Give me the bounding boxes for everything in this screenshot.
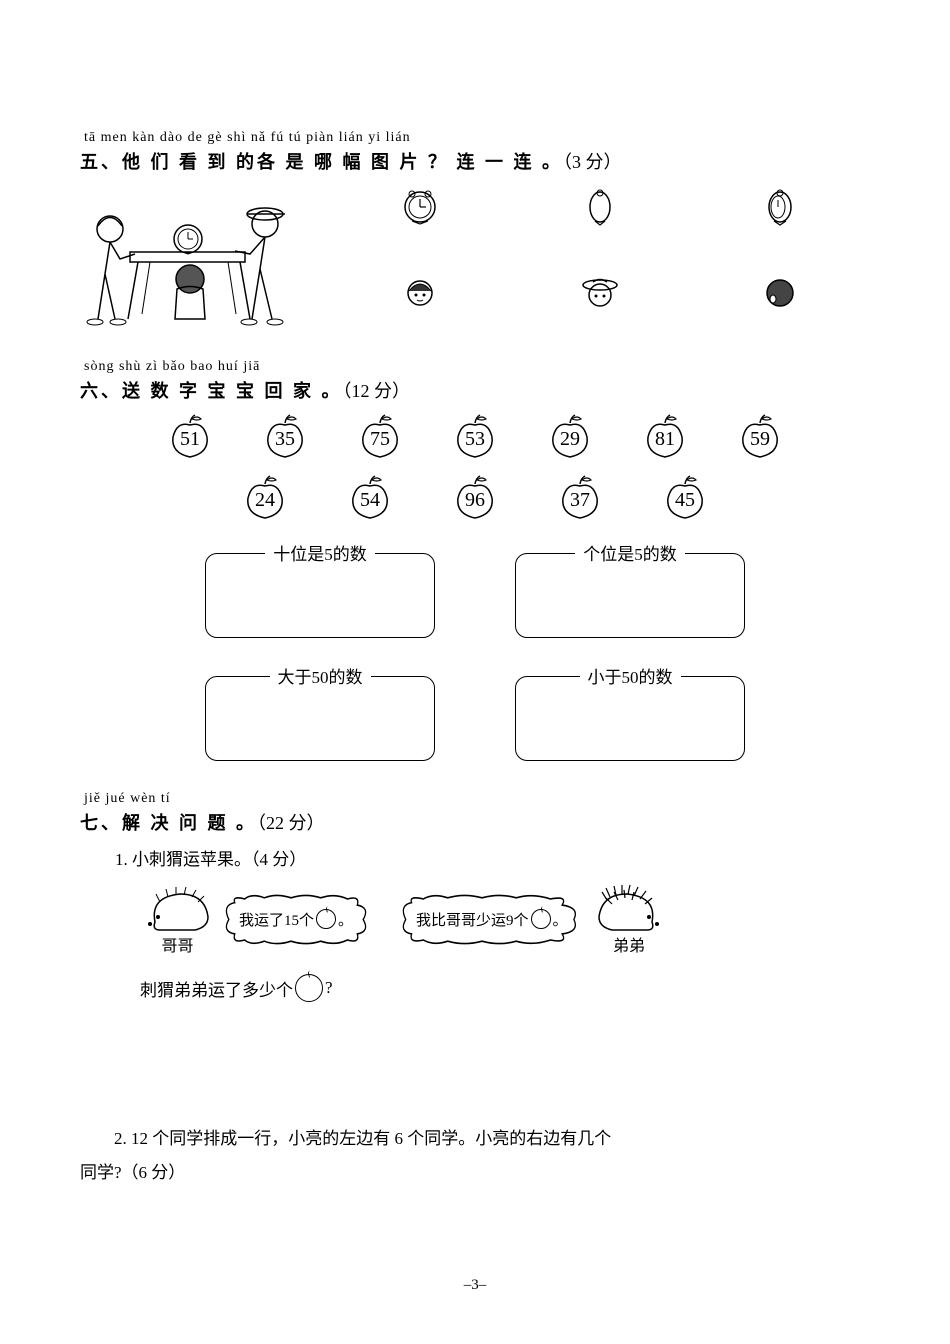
answer-box[interactable] [205, 676, 435, 761]
question-1: 1. 小刺猬运苹果。（4 分） 哥哥 [115, 845, 870, 1002]
answer-box[interactable] [515, 553, 745, 638]
section-6-title: 六、送 数 字 宝 宝 回 家 。（12 分） [80, 377, 870, 403]
section-5-clocks-row [330, 189, 870, 229]
apple-icon [295, 974, 323, 1002]
number-apple: 59 [735, 413, 785, 459]
q2-line2: 同学?（6 分） [80, 1156, 870, 1190]
speech-bubble-2: 我比哥哥少运9个 。 [402, 901, 582, 938]
number-apple: 29 [545, 413, 595, 459]
number-apple: 51 [165, 413, 215, 459]
section-6-pinyin: sòng shù zì bǎo bao huí jiā [84, 359, 870, 375]
apple-icon [316, 909, 336, 929]
section-5-scene-image [80, 184, 310, 329]
head-1-icon [399, 269, 441, 311]
number-apple: 35 [260, 413, 310, 459]
section-6: sòng shù zì bǎo bao huí jiā 六、送 数 字 宝 宝 … [80, 359, 870, 761]
section-5-title: 五、他 们 看 到 的各 是 哪 幅 图 片 ？ 连 一 连 。（3 分） [80, 148, 870, 174]
section-5: tā men kàn dào de gè shì nǎ fú tú piàn l… [80, 130, 870, 329]
box-ones-5: 个位是5的数 [515, 540, 745, 638]
hedgehog-younger-icon [592, 882, 667, 937]
hedgehog-elder-label: 哥哥 [161, 932, 193, 956]
section-7-pinyin: jiě jué wèn tí [84, 791, 870, 807]
box-tens-5: 十位是5的数 [205, 540, 435, 638]
number-apple: 75 [355, 413, 405, 459]
section-5-pinyin: tā men kàn dào de gè shì nǎ fú tú piàn l… [84, 130, 870, 146]
head-3-icon [759, 269, 801, 311]
apple-row-1: 51 35 75 53 29 81 59 [80, 413, 870, 459]
number-apple: 53 [450, 413, 500, 459]
q1-question: 刺猬弟弟运了多少个 ? [140, 974, 870, 1002]
clock-right-icon [760, 189, 800, 229]
section-7: jiě jué wèn tí 七、解 决 问 题 。（22 分） 1. 小刺猬运… [80, 791, 870, 1190]
hedgehog-younger-label: 弟弟 [613, 932, 645, 956]
apple-icon [531, 909, 551, 929]
clock-side-icon [580, 189, 620, 229]
hedgehog-elder-icon [140, 882, 215, 937]
number-apple: 24 [240, 474, 290, 520]
apple-row-2: 24 54 96 37 45 [80, 474, 870, 520]
page-number: –3– [0, 1277, 950, 1294]
q1-title: 1. 小刺猬运苹果。（4 分） [115, 845, 870, 870]
question-2: 2. 12 个同学排成一行，小亮的左边有 6 个同学。小亮的右边有几个 同学?（… [80, 1122, 870, 1190]
number-apple: 81 [640, 413, 690, 459]
box-gt-50: 大于50的数 [205, 663, 435, 761]
number-apple: 37 [555, 474, 605, 520]
section-7-title: 七、解 决 问 题 。（22 分） [80, 809, 870, 835]
number-apple: 45 [660, 474, 710, 520]
speech-bubble-1: 我运了15个 。 [225, 901, 367, 938]
answer-box[interactable] [205, 553, 435, 638]
number-apple: 54 [345, 474, 395, 520]
number-apple: 96 [450, 474, 500, 520]
head-2-icon [579, 269, 621, 311]
section-5-heads-row [330, 269, 870, 311]
box-lt-50: 小于50的数 [515, 663, 745, 761]
q2-line1: 2. 12 个同学排成一行，小亮的左边有 6 个同学。小亮的右边有几个 [80, 1122, 870, 1156]
answer-box[interactable] [515, 676, 745, 761]
clock-front-icon [400, 189, 440, 229]
